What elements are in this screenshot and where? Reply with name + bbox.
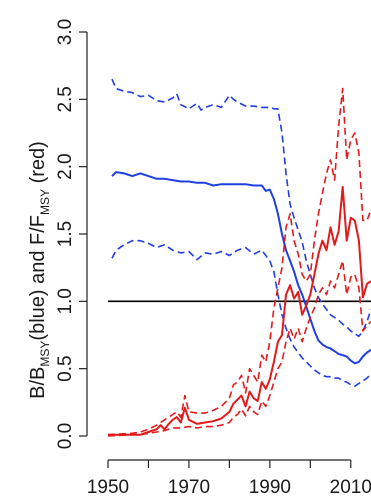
y-tick-label: 0.5	[55, 355, 76, 381]
y-ticks: 0.0 0.5 1.0 1.5 2.0 2.5 3.0	[55, 19, 87, 449]
y-axis-title-part2: (blue) and F/F	[27, 215, 49, 341]
series-line-3	[108, 185, 371, 436]
series-line-0	[111, 171, 371, 365]
y-axis-title-part1: B/B	[27, 367, 49, 399]
x-axis: 1950 1970 1990 2010	[87, 459, 371, 498]
y-axis-title-sub2: MSY	[38, 189, 52, 215]
y-tick-label: 2.5	[55, 86, 76, 112]
y-axis-title-part3: (red)	[27, 141, 49, 189]
series-line-4	[107, 87, 371, 436]
y-axis-title-sub1: MSY	[38, 341, 52, 367]
x-tick-label: 2010	[330, 477, 371, 498]
plot-area	[107, 78, 371, 437]
x-tick-label: 1950	[87, 477, 129, 498]
y-tick-label: 2.0	[55, 153, 76, 179]
y-tick-label: 1.0	[55, 288, 76, 314]
y-tick-label: 3.0	[55, 19, 76, 45]
x-ticks: 1950 1970 1990 2010	[87, 460, 371, 498]
series-line-5	[107, 260, 371, 437]
y-axis: 0.0 0.5 1.0 1.5 2.0 2.5 3.0	[55, 19, 88, 449]
x-tick-label: 1970	[168, 477, 210, 498]
series-line-2	[111, 239, 371, 388]
y-tick-label: 0.0	[55, 423, 76, 449]
x-tick-label: 1990	[249, 477, 291, 498]
y-axis-title: B/BMSY(blue) and F/FMSY (red)	[27, 141, 52, 399]
series-line-1	[111, 78, 371, 338]
y-tick-label: 1.5	[55, 221, 76, 247]
